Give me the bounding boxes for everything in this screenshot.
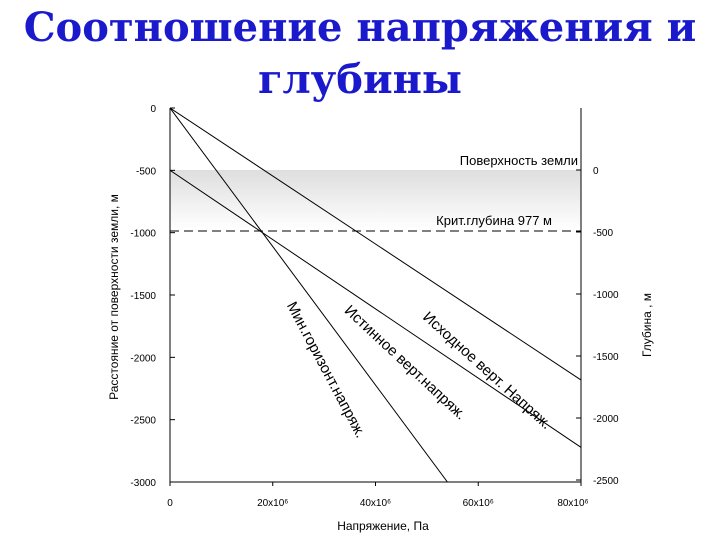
y-tick-label: -1000 xyxy=(130,229,156,240)
series-layer xyxy=(170,108,581,482)
y-tick-label: -1500 xyxy=(130,291,156,302)
y2-tick-label: 0 xyxy=(593,166,599,177)
y-tick-label: -3000 xyxy=(130,478,156,489)
y2-tick-label: -1000 xyxy=(593,290,619,301)
series-label-initial-vertical: Исходное верт. Напряж. xyxy=(419,308,554,432)
series-line-min-horizontal xyxy=(170,108,448,482)
slide-title: Соотношение напряжения и глубины xyxy=(0,2,720,106)
y2-tick-label: -500 xyxy=(593,228,613,239)
series-line-true-vertical xyxy=(170,169,581,448)
y-tick-label: 0 xyxy=(150,104,156,115)
y-tick-label: -2000 xyxy=(130,353,156,364)
y2-tick-label: -2500 xyxy=(593,476,619,487)
series-label-true-vertical: Истинное верт.напряж. xyxy=(341,302,469,423)
critical-depth-label: Крит.глубина 977 м xyxy=(436,213,552,228)
y-tick-label: -2500 xyxy=(130,416,156,427)
y2-tick-label: -1500 xyxy=(593,352,619,363)
series-line-initial-vertical xyxy=(170,108,581,381)
y-axis-label: Расстояние от поверхности земли, м xyxy=(107,194,121,400)
slide-title-line2: глубины xyxy=(257,56,463,103)
y2-tick-label: -2000 xyxy=(593,414,619,425)
x-tick-label: 40x10⁶ xyxy=(360,498,391,509)
x-tick-label: 20x10⁶ xyxy=(257,498,288,509)
x-tick-label: 60x10⁶ xyxy=(463,498,494,509)
tick-layer: 0 20x10⁶ 40x10⁶ 60x10⁶ 80x10⁶ 0 -500 -1000 -1500… xyxy=(130,104,619,509)
slide-title-line1: Соотношение напряжения и xyxy=(23,4,697,51)
x-tick-label: 80x10⁶ xyxy=(557,498,588,509)
x-tick-label: 0 xyxy=(167,498,173,509)
x-axis-label: Напряжение, Па xyxy=(337,519,429,533)
surface-label: Поверхность земли xyxy=(460,153,578,168)
y2-axis-label: Глубина , м xyxy=(640,293,654,357)
y-tick-label: -500 xyxy=(136,166,156,177)
